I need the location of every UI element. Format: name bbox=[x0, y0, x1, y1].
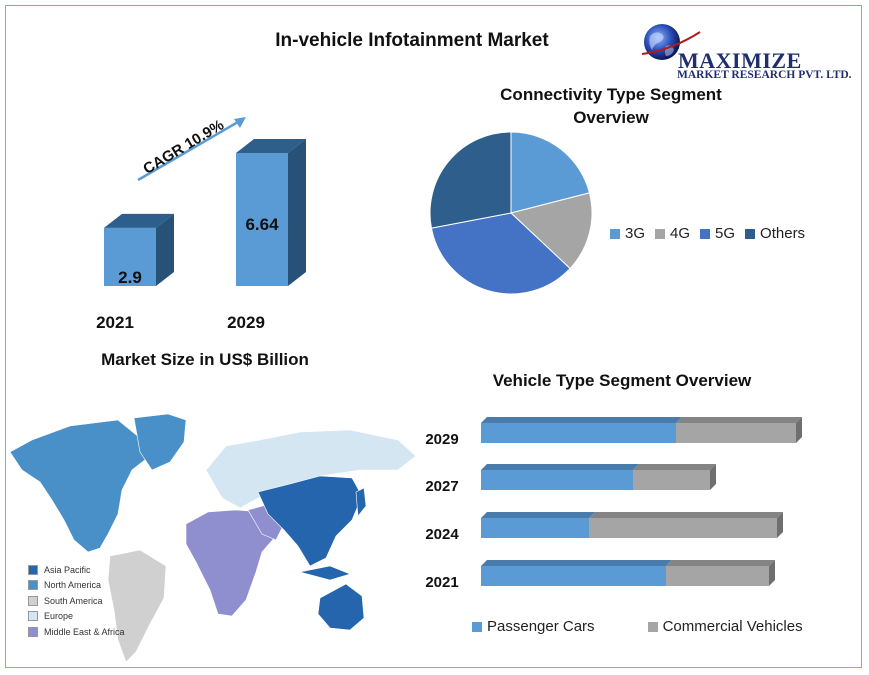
market-year-label: 2029 bbox=[227, 313, 265, 332]
pie-legend-label: Others bbox=[760, 225, 806, 242]
logo-subtitle: MARKET RESEARCH PVT. LTD. bbox=[677, 69, 852, 81]
market-bar-value-label: 6.64 bbox=[245, 215, 279, 234]
map-legend-item: South America bbox=[28, 593, 125, 609]
pie-legend-item: Others bbox=[745, 225, 805, 242]
market-year-label: 2021 bbox=[96, 313, 134, 332]
pie-legend-item: 5G bbox=[700, 225, 735, 242]
vt-legend-label: Passenger Cars bbox=[487, 618, 595, 635]
legend-swatch bbox=[700, 228, 711, 239]
pie-legend-item: 3G bbox=[610, 225, 645, 242]
map-legend-item: Europe bbox=[28, 609, 125, 625]
map-legend-label: South America bbox=[44, 595, 103, 606]
map-north-america bbox=[9, 419, 151, 553]
legend-swatch bbox=[655, 228, 666, 239]
legend-swatch bbox=[28, 580, 38, 591]
map-greenland bbox=[133, 413, 187, 471]
map-asia-pacific bbox=[257, 475, 363, 567]
legend-swatch bbox=[610, 228, 620, 239]
legend-swatch bbox=[647, 621, 658, 632]
legend-swatch bbox=[28, 626, 38, 637]
map-japan bbox=[355, 487, 367, 517]
legend-swatch bbox=[28, 611, 38, 622]
market-bar-side bbox=[288, 139, 306, 286]
cagr-arrow bbox=[137, 117, 246, 182]
market-size-title: Market Size in US$ Billion bbox=[101, 350, 309, 369]
map-australia bbox=[317, 583, 365, 631]
market-bar-value-label: 2.9 bbox=[118, 268, 142, 287]
map-legend-item: Middle East & Africa bbox=[28, 624, 125, 640]
map-middle-east-africa bbox=[185, 509, 277, 617]
vt-legend-item: Passenger Cars bbox=[472, 618, 595, 635]
map-legend: Asia Pacific North America South America Eu… bbox=[28, 562, 125, 640]
legend-swatch bbox=[472, 621, 482, 632]
vt-legend-label: Commercial Vehicles bbox=[662, 618, 803, 635]
map-legend-label: Europe bbox=[44, 611, 74, 622]
pie-legend-label: 3G bbox=[625, 225, 646, 242]
market-bar-top bbox=[104, 213, 174, 228]
main-title: In-vehicle Infotainment Market bbox=[275, 30, 549, 51]
market-bar-top bbox=[236, 139, 306, 153]
market-bar-2021 bbox=[104, 227, 156, 286]
map-indonesia bbox=[299, 565, 351, 581]
legend-swatch bbox=[28, 564, 38, 575]
map-south-america bbox=[107, 549, 167, 663]
logo-name: MAXIMIZE bbox=[678, 48, 802, 73]
pie-legend-label: 5G bbox=[715, 225, 736, 242]
market-bar-side bbox=[156, 213, 174, 286]
legend-swatch bbox=[745, 228, 756, 239]
market-bar-2029 bbox=[236, 153, 288, 286]
vehicle-type-title: Vehicle Type Segment Overview bbox=[492, 371, 752, 390]
map-legend-item: North America bbox=[28, 578, 125, 594]
pie-legend: 3G 4G 5G Others bbox=[610, 225, 815, 242]
map-legend-item: Asia Pacific bbox=[28, 562, 125, 578]
legend-swatch bbox=[28, 595, 38, 606]
map-legend-label: Middle East & Africa bbox=[44, 626, 125, 637]
map-legend-label: North America bbox=[44, 580, 102, 591]
map-legend-label: Asia Pacific bbox=[44, 564, 91, 575]
pie-legend-label: 4G bbox=[670, 225, 691, 242]
pie-legend-item: 4G bbox=[655, 225, 690, 242]
vehicle-type-legend: Passenger Cars Commercial Vehicles bbox=[472, 618, 803, 635]
vt-legend-item: Commercial Vehicles bbox=[647, 618, 803, 635]
map-europe bbox=[205, 429, 417, 509]
logo-globe-icon bbox=[641, 24, 701, 60]
pie-chart-title: Connectivity Type Segment Overview bbox=[500, 85, 722, 127]
infographic-frame bbox=[5, 5, 862, 668]
